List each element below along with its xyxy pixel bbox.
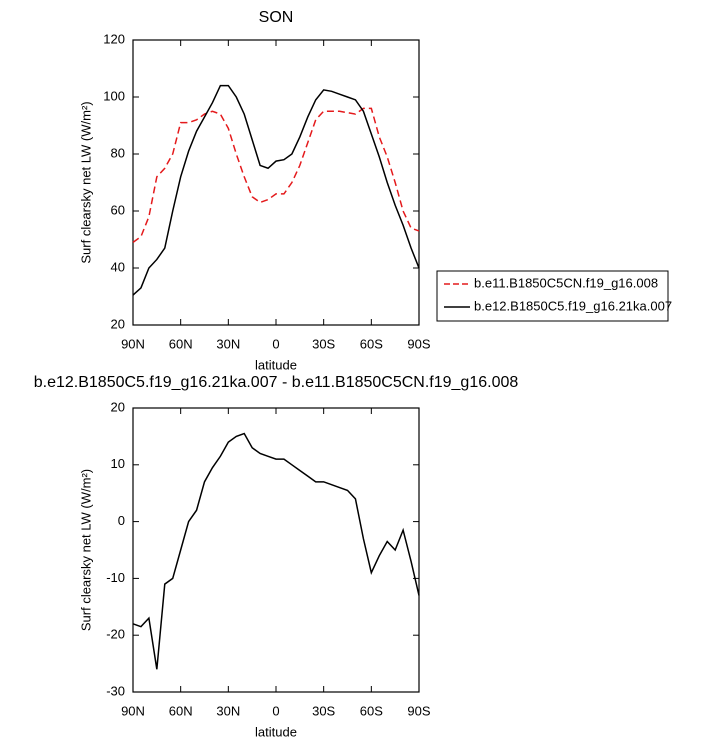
legend-label: b.e11.B1850C5CN.f19_g16.008 (474, 275, 658, 290)
x-tick-label: 90S (407, 703, 430, 718)
x-tick-label: 90N (121, 703, 145, 718)
legend-label: b.e12.B1850C5.f19_g16.21ka.007 (474, 298, 672, 313)
x-tick-label: 30N (216, 336, 240, 351)
y-tick-label: 10 (111, 456, 125, 471)
y-tick-label: 100 (103, 88, 125, 103)
x-tick-label: 90N (121, 336, 145, 351)
x-axis-label: latitude (255, 724, 297, 739)
y-tick-label: -10 (106, 570, 125, 585)
x-tick-label: 60S (360, 336, 383, 351)
x-tick-label: 30S (312, 336, 335, 351)
x-tick-label: 30N (216, 703, 240, 718)
y-tick-label: 80 (111, 145, 125, 160)
x-tick-label: 0 (272, 336, 279, 351)
plot-frame (132, 39, 420, 326)
y-tick-label: 0 (118, 513, 125, 528)
plot-frame (132, 407, 420, 693)
y-tick-label: 20 (111, 316, 125, 331)
data-line (132, 107, 420, 243)
y-tick-label: -20 (106, 627, 125, 642)
y-tick-label: -30 (106, 683, 125, 698)
y-tick-label: 120 (103, 31, 125, 46)
chart-title: b.e12.B1850C5.f19_g16.21ka.007 - b.e11.B… (34, 374, 519, 391)
y-axis-label: Surf clearsky net LW (W/m²) (78, 469, 93, 631)
y-axis-label: Surf clearsky net LW (W/m²) (78, 101, 93, 263)
legend-box (436, 270, 669, 322)
x-tick-label: 90S (407, 336, 430, 351)
y-tick-label: 40 (111, 259, 125, 274)
y-tick-label: 20 (111, 399, 125, 414)
x-tick-label: 30S (312, 703, 335, 718)
y-tick-label: 60 (111, 202, 125, 217)
x-tick-label: 60N (169, 336, 193, 351)
x-tick-label: 60N (169, 703, 193, 718)
x-axis-label: latitude (255, 357, 297, 372)
data-line (132, 432, 420, 670)
data-line (132, 84, 420, 296)
x-tick-label: 60S (360, 703, 383, 718)
chart-title: SON (259, 9, 294, 26)
x-tick-label: 0 (272, 703, 279, 718)
